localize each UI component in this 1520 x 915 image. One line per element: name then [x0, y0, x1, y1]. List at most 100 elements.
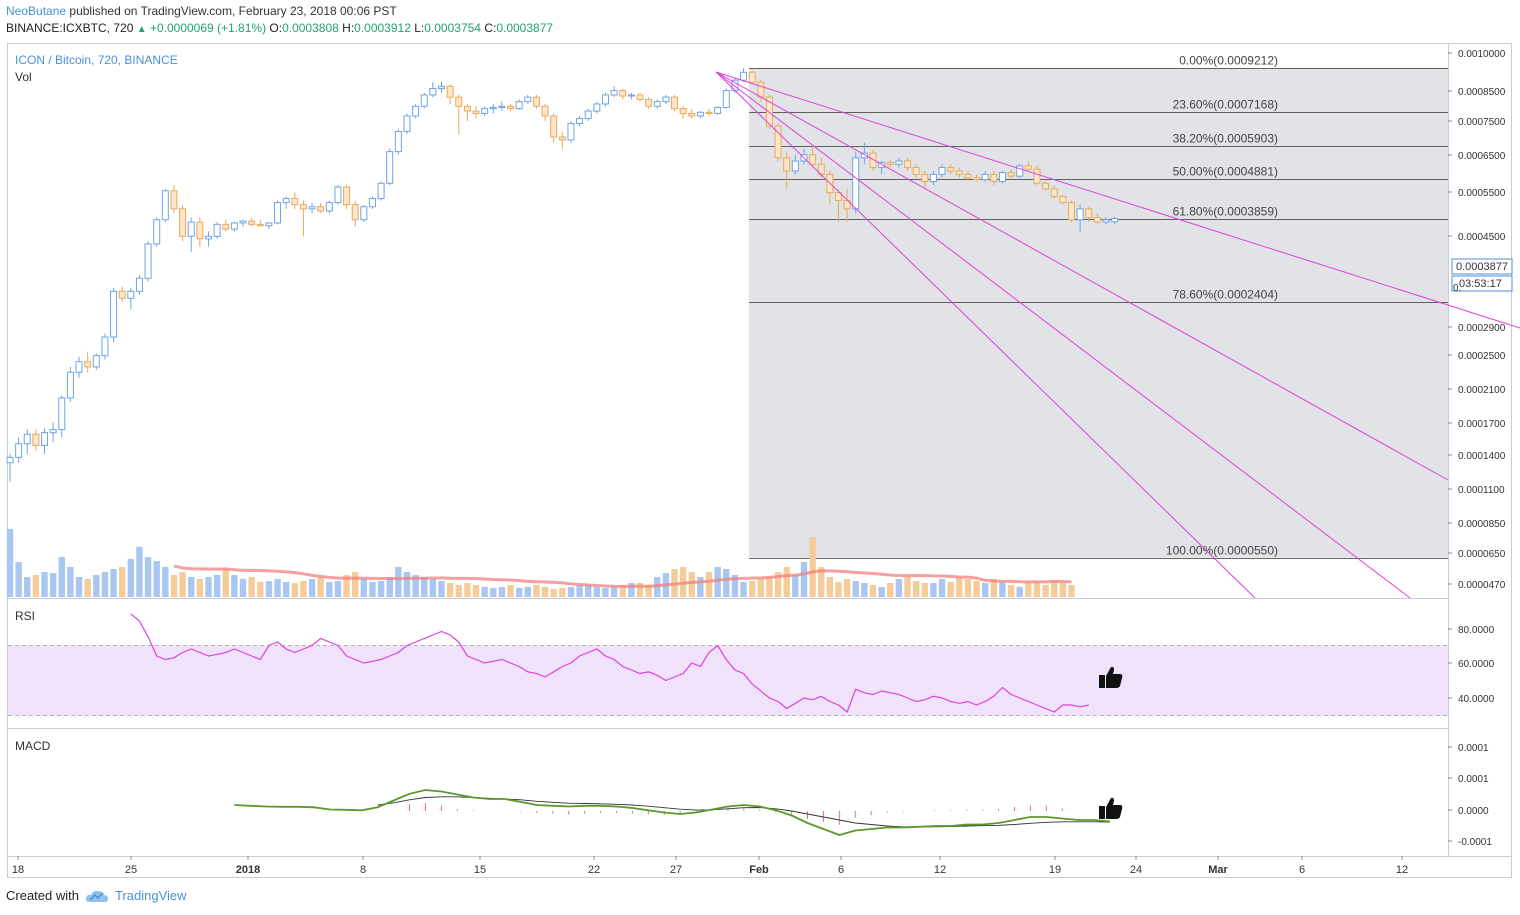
candle-body [912, 167, 920, 175]
candle-body [170, 190, 178, 210]
volume-bar [308, 579, 316, 597]
volume-bar [188, 577, 195, 597]
candle-body [860, 152, 868, 159]
candle-body [791, 160, 799, 172]
volume-bar [490, 588, 497, 597]
rsi-line [130, 613, 1089, 713]
time-tick-label: 6 [838, 864, 844, 876]
candle-body [757, 81, 765, 98]
candle-body [1059, 196, 1067, 204]
candle-body [740, 71, 748, 81]
macd-label: MACD [15, 739, 51, 753]
fibonacci-retracement[interactable]: 0.00%(0.0009212) 23.60%(0.0007168) 38.20%(… [749, 54, 1448, 559]
volume-bar [593, 587, 601, 597]
volume-bar [697, 577, 704, 597]
price-tick-label: 0.0010000 [1458, 49, 1506, 60]
volume-bar [714, 567, 721, 597]
time-tick-label: 27 [670, 864, 682, 876]
volume-bar [317, 577, 324, 597]
fan-line [715, 71, 1256, 599]
time-tick-label: 12 [934, 864, 946, 876]
volume-bar [973, 581, 980, 597]
volume-bar [1033, 582, 1041, 597]
fib-label: 78.60%(0.0002404) [1173, 288, 1278, 302]
candle-body [998, 172, 1006, 182]
volume-bar [576, 585, 583, 597]
high-value: 0.0003912 [354, 21, 411, 35]
candle-body [1033, 168, 1041, 184]
candle-body [308, 206, 316, 210]
macd-pane-frame [7, 728, 1449, 857]
volume-bar [515, 588, 523, 597]
time-tick-label: 8 [360, 864, 366, 876]
candle-body [783, 157, 791, 172]
publish-line: NeoButane published on TradingView.com, … [6, 4, 397, 18]
volume-bar [559, 588, 566, 597]
volume-bar [1007, 585, 1015, 597]
candle-body [386, 151, 394, 184]
candle-body [23, 433, 31, 445]
price-tick-label: 0.0002100 [1458, 385, 1506, 396]
volume-bar [360, 579, 368, 597]
macd-tick-label: 0.0001 [1458, 743, 1489, 754]
candle-body [92, 355, 100, 368]
candle-body [153, 219, 161, 245]
price-tick-label: 0.0002500 [1458, 351, 1506, 362]
volume-bar [964, 579, 972, 597]
volume-bar [1042, 585, 1049, 597]
volume-bar [843, 579, 851, 597]
candle-body [15, 443, 23, 458]
volume-bar [628, 583, 635, 597]
volume-bar [170, 575, 178, 597]
volume-bar [179, 572, 186, 597]
macd-tick-label: -0.0001 [1458, 837, 1492, 848]
volume-bar [541, 587, 549, 597]
tradingview-link[interactable]: TradingView [114, 888, 187, 903]
candles [6, 68, 1119, 483]
volume-bar [1068, 585, 1075, 597]
candle-body [118, 290, 126, 299]
time-tick-label: 15 [474, 864, 486, 876]
candle-body [722, 90, 730, 108]
price-tick-label: 0.0007500 [1458, 117, 1506, 128]
price-tick-label: 0.0008500 [1458, 87, 1506, 98]
price-tick-label: 0.0004500 [1458, 232, 1506, 243]
candle-body [179, 208, 187, 237]
volume-bar [1051, 581, 1058, 597]
candle-body [420, 94, 428, 107]
up-arrow-icon: ▲ [136, 24, 147, 35]
price-tick-label: 0.0002900 [1458, 323, 1506, 334]
candle-body [446, 85, 454, 98]
volume-bar [438, 581, 445, 597]
candle-body [489, 106, 497, 110]
candle-body [679, 108, 687, 114]
volume-bar [326, 582, 333, 597]
candle-body [1024, 165, 1032, 170]
speed-resistance-fan[interactable] [715, 71, 1520, 599]
chart-title: ICON / Bitcoin, 720, BINANCE [15, 53, 178, 67]
candle-body [274, 202, 282, 224]
candle-body [1050, 188, 1058, 198]
candle-body [627, 94, 635, 97]
candle-body [248, 220, 256, 225]
volume-bar [377, 581, 385, 597]
volume-bar [84, 579, 91, 597]
candle-body [895, 160, 903, 165]
candle-body [524, 96, 532, 103]
candle-body [662, 96, 670, 103]
axes: 0.0010000 0.0008500 0.0007500 0.0006500 0.00… [12, 49, 1506, 876]
author-link[interactable]: NeoButane [6, 4, 67, 18]
volume-bar [947, 582, 954, 597]
volume-bar [930, 583, 937, 597]
candle-body [282, 198, 290, 204]
macd-tick-label: 0.0000 [1458, 806, 1489, 817]
volume-bar [723, 569, 730, 597]
volume-bar [774, 572, 782, 597]
volume-bar [239, 579, 247, 597]
rsi-label: RSI [15, 609, 35, 623]
thumbs-up-icon [1099, 666, 1123, 688]
fib-label: 0.00%(0.0009212) [1179, 54, 1278, 68]
candle-body [472, 110, 480, 114]
candle-body [1102, 219, 1110, 223]
